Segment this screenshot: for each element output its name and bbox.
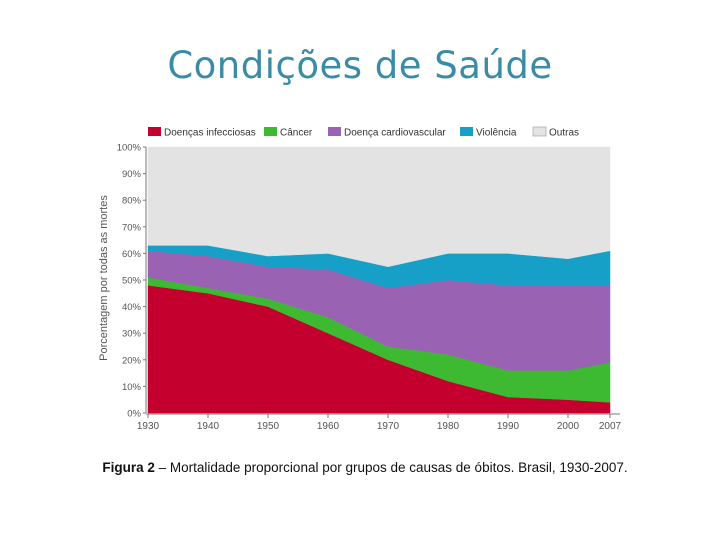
y-tick-label: 90% bbox=[122, 169, 142, 180]
plot-area bbox=[147, 146, 611, 414]
x-tick-label: 1990 bbox=[497, 421, 520, 432]
legend-label: Outras bbox=[549, 128, 579, 139]
legend-item-cardiovascular: Doença cardiovascular bbox=[328, 127, 446, 139]
legend-item-cancer: Câncer bbox=[264, 127, 313, 139]
caption-text: – Mortalidade proporcional por grupos de… bbox=[154, 460, 628, 475]
caption-figure-number: Figura 2 bbox=[102, 460, 155, 475]
legend-item-infecciosas: Doenças infecciosas bbox=[148, 127, 256, 139]
legend-swatch bbox=[460, 127, 473, 136]
y-tick-label: 60% bbox=[122, 249, 142, 260]
legend-item-outras: Outras bbox=[532, 126, 579, 139]
x-tick-label: 1930 bbox=[137, 421, 160, 432]
x-tick-label: 2000 bbox=[557, 421, 580, 432]
y-axis-label: Porcentagem por todas as mortes bbox=[98, 195, 110, 361]
chart-legend: Doenças infecciosas Câncer Doença cardiova… bbox=[148, 126, 579, 139]
y-tick-label: 80% bbox=[122, 196, 142, 207]
y-tick-label: 50% bbox=[122, 276, 142, 287]
y-tick-label: 0% bbox=[127, 409, 141, 420]
y-tick-label: 30% bbox=[122, 329, 142, 340]
legend-swatch bbox=[264, 127, 277, 136]
y-tick-label: 70% bbox=[122, 222, 142, 233]
x-tick-label: 1940 bbox=[197, 421, 220, 432]
x-tick-label: 1970 bbox=[377, 421, 400, 432]
figure-caption: Figura 2 – Mortalidade proporcional por … bbox=[0, 460, 720, 475]
y-tick-label: 20% bbox=[122, 355, 142, 366]
x-tick-label: 1960 bbox=[317, 421, 340, 432]
chart-axes: 0% 10% 20% 30% 40% 50% 60% 70% 80% 90% 100% 1930 194… bbox=[117, 143, 622, 433]
legend-label: Doença cardiovascular bbox=[344, 128, 446, 139]
x-tick-label: 1980 bbox=[437, 421, 460, 432]
legend-swatch bbox=[328, 127, 341, 136]
legend-swatch bbox=[532, 126, 547, 137]
y-tick-label: 100% bbox=[117, 143, 142, 154]
stacked-area-chart: Doenças infecciosas Câncer Doença cardiova… bbox=[98, 126, 622, 433]
legend-label: Câncer bbox=[280, 128, 313, 139]
area-outras bbox=[147, 146, 611, 267]
y-tick-label: 10% bbox=[122, 382, 142, 393]
legend-swatch bbox=[148, 127, 161, 136]
legend-item-violencia: Violência bbox=[460, 127, 517, 139]
legend-label: Violência bbox=[476, 128, 517, 139]
x-tick-label: 1950 bbox=[257, 421, 280, 432]
x-tick-label: 2007 bbox=[599, 421, 622, 432]
page-title: Condições de Saúde bbox=[167, 44, 553, 87]
legend-label: Doenças infecciosas bbox=[164, 128, 256, 139]
y-tick-label: 40% bbox=[122, 302, 142, 313]
